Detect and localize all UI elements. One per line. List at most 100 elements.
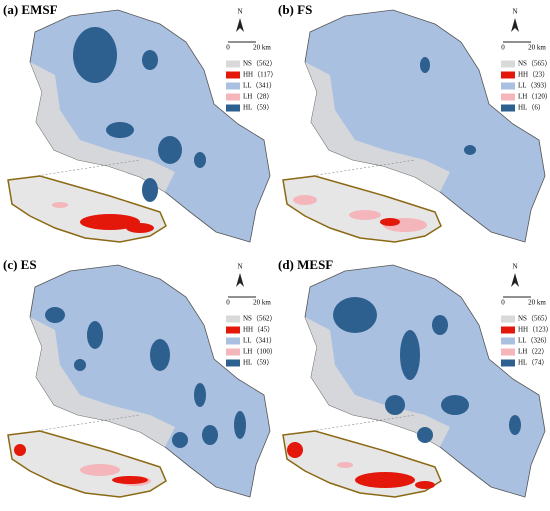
legend-label: HL（59）: [243, 359, 273, 367]
cluster-patch: [87, 321, 103, 349]
scale-label: 20 km: [253, 44, 271, 52]
legend-label: HL（74）: [518, 359, 548, 367]
inset-patch: [380, 218, 400, 226]
inset-patch: [355, 472, 415, 488]
north-arrow: [236, 273, 244, 287]
legend-label: NS（562）: [243, 315, 276, 323]
north-label: N: [237, 8, 242, 16]
legend-swatch: [501, 93, 515, 101]
north-arrow: [511, 18, 519, 32]
inset-patch: [14, 444, 26, 456]
north-arrow: [236, 18, 244, 32]
legend-label: HH（117）: [243, 71, 277, 79]
legend-label: LL（326）: [518, 337, 550, 345]
north-label: N: [237, 263, 242, 271]
panel-title: (c) ES: [3, 257, 37, 272]
legend-swatch: [501, 82, 515, 90]
legend-swatch: [501, 348, 515, 356]
non-significant-area: [305, 317, 450, 447]
scale-label: 0: [226, 44, 230, 52]
legend-label: HL（6）: [518, 104, 545, 112]
legend-swatch: [226, 326, 240, 334]
inset-patch: [349, 210, 381, 220]
panel-title: (a) EMSF: [3, 2, 58, 17]
cluster-patch: [385, 395, 405, 415]
cluster-patch: [432, 315, 448, 335]
cluster-patch: [194, 152, 206, 168]
inset-map: [282, 175, 442, 243]
region-outline: [304, 9, 546, 243]
scale-label: 0: [501, 299, 505, 307]
non-significant-area: [305, 62, 450, 192]
legend-label: NS（562）: [243, 60, 276, 68]
inset-patch: [415, 481, 435, 489]
legend-swatch: [226, 348, 240, 356]
inset-map: [7, 430, 167, 498]
cluster-patch: [333, 297, 377, 333]
cluster-patch: [400, 330, 420, 380]
map-panel: (d) MESF N 0 20 km NS（565） HH（123） LL（326） LH（2…: [278, 257, 550, 498]
legend-label: LH（120）: [518, 93, 550, 101]
cluster-patch: [509, 415, 521, 435]
inset-patch: [112, 476, 148, 484]
scale-label: 20 km: [253, 299, 271, 307]
legend-swatch: [226, 71, 240, 79]
legend-swatch: [501, 60, 515, 68]
inset-patch: [80, 464, 120, 476]
north-arrow: [511, 273, 519, 287]
inset-patch: [287, 442, 303, 458]
cluster-patch: [73, 27, 117, 83]
cluster-patch: [172, 432, 188, 448]
cluster-patch: [142, 50, 158, 70]
legend-swatch: [226, 60, 240, 68]
legend-label: LH（22）: [518, 348, 548, 356]
legend-swatch: [501, 71, 515, 79]
legend-swatch: [226, 337, 240, 345]
cluster-patch: [158, 136, 182, 164]
map-panel: (b) FS N 0 20 km NS（565） HH（23） LL（393） LH（120）…: [278, 2, 550, 243]
legend-swatch: [501, 359, 515, 367]
legend-label: LL（393）: [518, 82, 550, 90]
cluster-patch: [194, 383, 206, 407]
legend-label: HH（45）: [243, 326, 274, 334]
legend-label: NS（565）: [518, 60, 550, 68]
inset-patch: [293, 195, 317, 205]
scale-label: 20 km: [528, 299, 546, 307]
cluster-patch: [464, 145, 476, 155]
legend-swatch: [226, 315, 240, 323]
cluster-patch: [417, 427, 433, 443]
cluster-patch: [45, 307, 65, 323]
cluster-patch: [420, 57, 430, 73]
cluster-patch: [234, 411, 246, 439]
legend-swatch: [226, 93, 240, 101]
scale-label: 20 km: [528, 44, 546, 52]
non-significant-area: [30, 317, 175, 447]
scale-label: 0: [501, 44, 505, 52]
legend-label: NS（565）: [518, 315, 550, 323]
panel-title: (b) FS: [278, 2, 312, 17]
inset-patch: [80, 214, 140, 230]
panel-title: (d) MESF: [278, 257, 333, 272]
non-significant-area: [30, 62, 175, 192]
legend-swatch: [501, 337, 515, 345]
legend-swatch: [226, 104, 240, 112]
map-panel: (c) ES N 0 20 km NS（562） HH（45） LL（341） LH（100）…: [3, 257, 277, 498]
map-panel: (a) EMSF N 0 20 km NS（562） HH（117） LL（341） LH（2…: [3, 2, 277, 243]
inset-patch: [337, 462, 353, 468]
north-label: N: [512, 8, 517, 16]
legend-swatch: [501, 326, 515, 334]
north-label: N: [512, 263, 517, 271]
legend-label: LL（341）: [243, 82, 276, 90]
cluster-patch: [74, 359, 86, 371]
cluster-patch: [150, 339, 170, 371]
cluster-patch: [106, 122, 134, 138]
legend-label: LL（341）: [243, 337, 276, 345]
legend-swatch: [226, 359, 240, 367]
legend-label: HL（59）: [243, 104, 273, 112]
legend-label: HH（23）: [518, 71, 549, 79]
legend-swatch: [501, 315, 515, 323]
legend-swatch: [501, 104, 515, 112]
inset-patch: [126, 223, 154, 233]
cluster-patch: [202, 425, 218, 445]
